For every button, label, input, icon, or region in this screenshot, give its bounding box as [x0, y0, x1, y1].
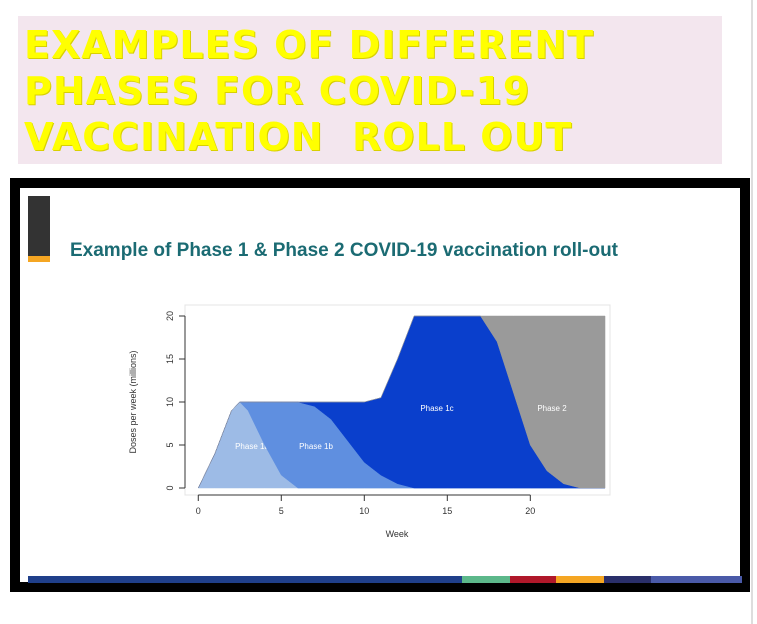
footer-bar	[28, 576, 462, 583]
title-line: VACCINATION ROLL OUT	[24, 115, 573, 159]
area-label: Phase 2	[537, 404, 567, 413]
title-line: EXAMPLES OF DIFFERENT	[24, 23, 595, 67]
x-axis-label: Week	[386, 529, 409, 539]
y-axis-label: Doses per week (millions)	[128, 350, 138, 453]
header: EXAMPLES OF DIFFERENT PHASES FOR COVID-1…	[18, 16, 722, 164]
y-tick-label: 5	[165, 442, 175, 447]
area-label: Phase 1a	[235, 442, 269, 451]
footer-bar	[651, 576, 742, 583]
y-tick-label: 20	[165, 311, 175, 321]
y-tick-label: 10	[165, 397, 175, 407]
footer-bar	[462, 576, 510, 583]
accent-bar	[28, 196, 50, 256]
x-tick-label: 20	[525, 506, 535, 516]
title-line: PHASES FOR COVID-19	[24, 69, 531, 113]
x-tick-label: 0	[196, 506, 201, 516]
area-label: Phase 1b	[299, 442, 333, 451]
x-tick-label: 10	[359, 506, 369, 516]
area	[198, 315, 606, 489]
footer-bar	[604, 576, 651, 583]
y-tick-label: 0	[165, 485, 175, 490]
footer-bar	[556, 576, 604, 583]
area-label: Phase 1c	[420, 404, 453, 413]
x-tick-label: 5	[279, 506, 284, 516]
footer-bar	[510, 576, 556, 583]
accent-bar	[28, 256, 50, 262]
x-tick-label: 15	[442, 506, 452, 516]
slide-title: Example of Phase 1 & Phase 2 COVID-19 va…	[70, 240, 619, 261]
y-tick-label: 15	[165, 354, 175, 364]
